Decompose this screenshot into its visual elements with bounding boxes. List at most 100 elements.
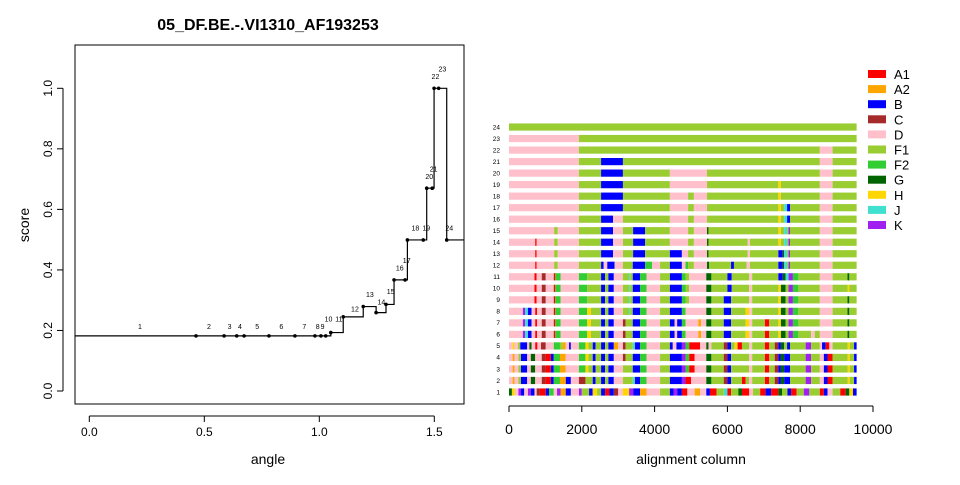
segment-D: [557, 250, 579, 258]
segment-C: [536, 388, 540, 396]
segment-C: [774, 365, 779, 373]
segment-D: [527, 342, 530, 350]
segment-F1: [790, 365, 806, 373]
segment-F2: [578, 353, 586, 362]
legend-item-K: K: [868, 218, 903, 233]
segment-C: [541, 273, 546, 281]
segment-F1: [711, 365, 724, 373]
segment-F1: [752, 296, 779, 304]
segment-F1: [849, 330, 857, 338]
segment-D: [509, 169, 579, 177]
segment-B: [601, 273, 606, 281]
segment-G: [780, 353, 785, 362]
segment-D: [819, 181, 833, 189]
point-label: 18: [412, 226, 420, 233]
segment-B: [601, 376, 606, 385]
segment-F1: [688, 215, 694, 223]
segment-C: [622, 353, 626, 362]
sequence-row-13: 13: [493, 250, 857, 258]
mosaic-plot: 123456789101112131415161718192021222324 …: [493, 67, 910, 467]
alignment-tick-label: 6000: [712, 421, 743, 437]
row-label: 16: [493, 217, 501, 224]
segment-F1: [832, 261, 857, 269]
segment-B: [854, 365, 857, 373]
segment-C: [541, 307, 546, 315]
segment-F1: [688, 261, 694, 269]
segment-F1: [622, 192, 670, 200]
row-label: 13: [493, 251, 501, 258]
segment-A2: [613, 342, 619, 350]
segment-A1: [689, 342, 701, 350]
segment-H: [587, 319, 591, 327]
segment-D: [819, 319, 833, 327]
segment-B: [527, 330, 532, 338]
legend-item-J: J: [868, 203, 901, 218]
segment-D: [694, 353, 707, 362]
segment-F1: [518, 376, 522, 385]
segment-F1: [832, 146, 857, 154]
segment-K: [788, 250, 791, 258]
segment-F2: [685, 365, 690, 373]
segment-A1: [553, 307, 556, 315]
segment-F1: [790, 261, 820, 269]
segment-B: [823, 388, 828, 396]
segment-F1: [849, 296, 857, 304]
segment-D: [560, 296, 579, 304]
segment-D: [701, 330, 707, 338]
segment-C: [774, 353, 779, 362]
segment-F1: [849, 376, 855, 385]
segment-K: [788, 284, 793, 292]
segment-B: [601, 250, 614, 258]
segment-B: [601, 296, 606, 304]
segment-A1: [764, 376, 770, 385]
sequence-row-1: 1: [496, 388, 857, 396]
segment-B: [527, 307, 532, 315]
segment-F1: [605, 330, 609, 338]
segment-H: [585, 342, 589, 350]
segment-D: [669, 192, 689, 200]
sequence-row-4: 4: [496, 353, 857, 362]
segment-C: [541, 353, 546, 362]
segment-D: [687, 388, 695, 396]
segment-B: [601, 388, 606, 396]
segment-D: [819, 158, 833, 166]
segment-J: [629, 296, 631, 304]
segment-D: [646, 376, 661, 385]
segment-H: [622, 388, 630, 396]
segment-C: [622, 342, 626, 350]
segment-F2: [681, 296, 686, 304]
segment-J: [784, 261, 788, 269]
segment-B: [530, 388, 535, 396]
segment-F2: [792, 296, 799, 304]
alignment-tick-label: 0: [505, 421, 513, 437]
segment-D: [509, 146, 579, 154]
segment-F1: [685, 273, 690, 281]
point-label: 6: [279, 324, 283, 331]
score-point: [194, 334, 198, 338]
y-tick-label: 0.2: [41, 322, 55, 339]
segment-F1: [708, 238, 748, 246]
segment-F1: [780, 238, 785, 246]
segment-F1: [622, 181, 670, 189]
segment-J: [629, 307, 631, 315]
segment-D: [685, 330, 699, 338]
segment-D: [693, 238, 708, 246]
segment-F1: [660, 307, 670, 315]
score-point: [234, 334, 239, 338]
segment-F1: [588, 353, 593, 362]
legend-label: F2: [894, 158, 909, 173]
segment-A1: [819, 388, 824, 396]
row-label: 18: [493, 193, 501, 200]
segment-B: [676, 342, 682, 350]
segment-D: [509, 330, 523, 338]
segment-D: [691, 376, 707, 385]
legend-item-B: B: [868, 97, 903, 112]
segment-D: [527, 376, 531, 385]
segment-F2: [685, 353, 690, 362]
segment-G: [847, 319, 850, 327]
segment-G: [706, 319, 712, 327]
segment-F1: [731, 376, 742, 385]
segment-B: [608, 342, 614, 350]
segment-F1: [595, 342, 602, 350]
segment-D: [509, 284, 535, 292]
